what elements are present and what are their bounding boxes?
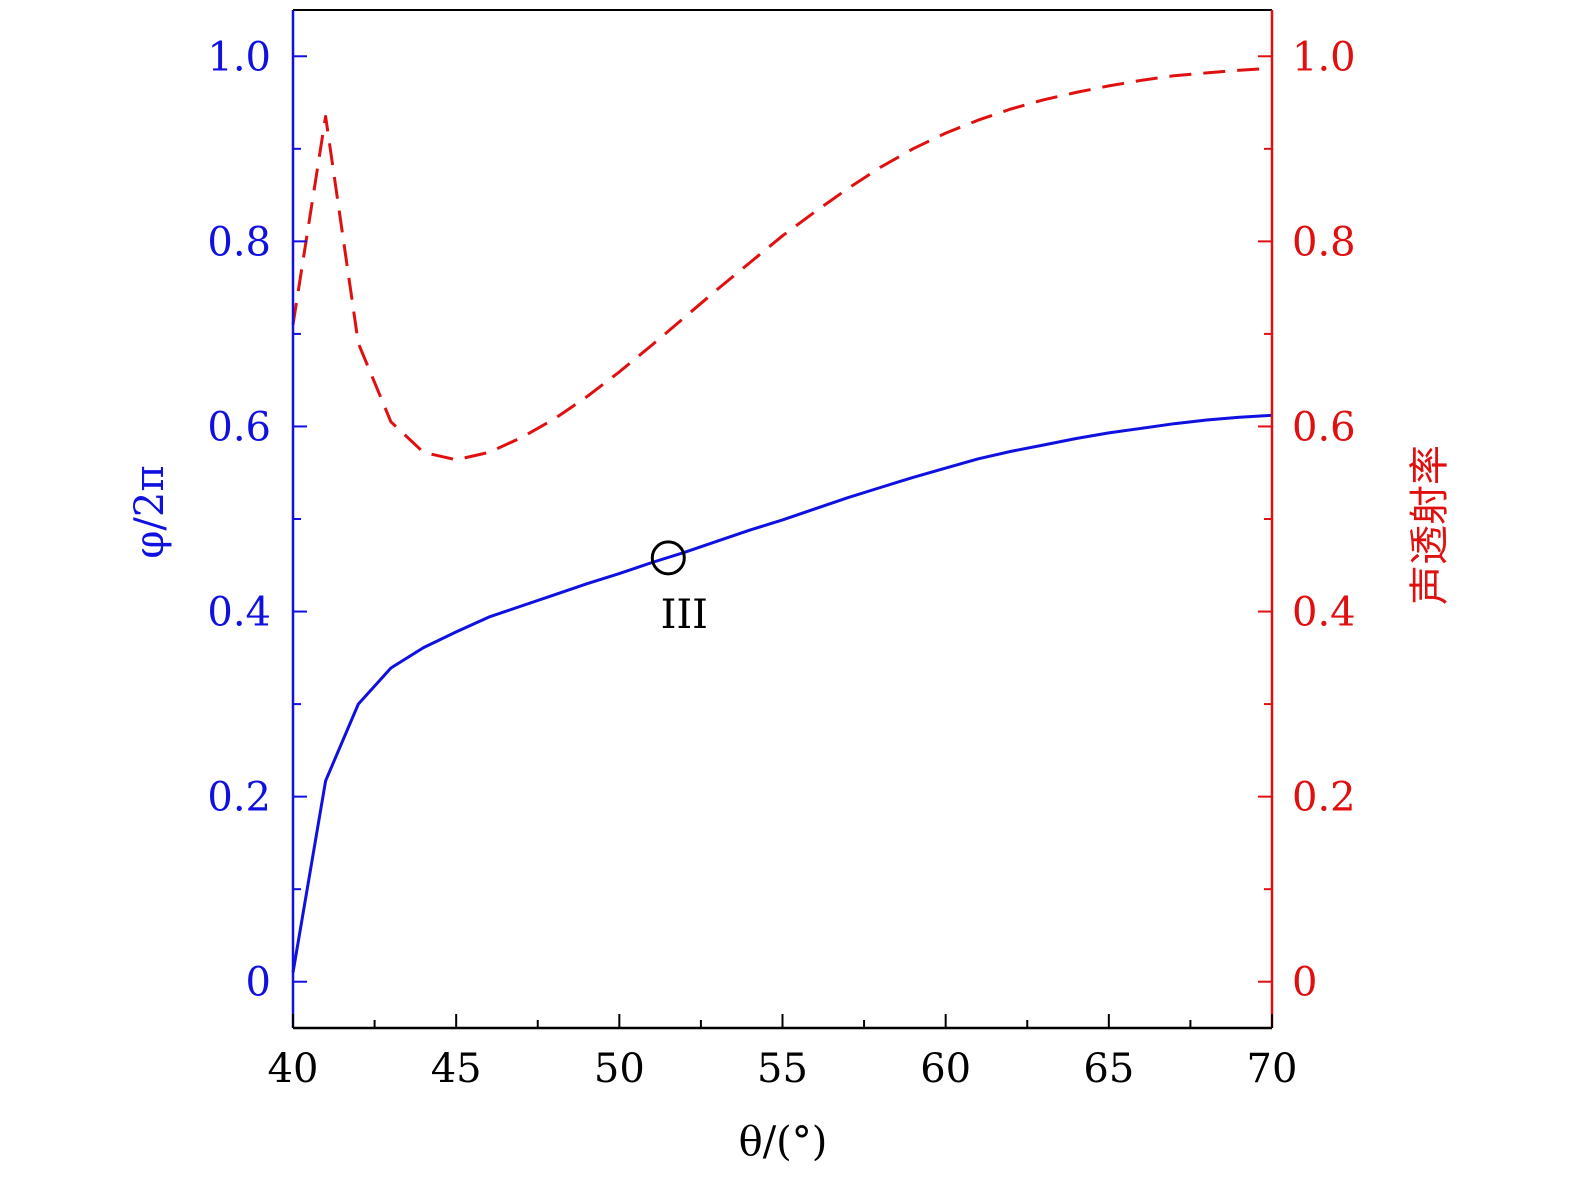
phase-series-line bbox=[291, 413, 1273, 973]
y-right-tick-label: 0.6 bbox=[1292, 404, 1356, 450]
y-right-tick-label: 0.2 bbox=[1292, 775, 1356, 821]
y-left-tick-label: 0.8 bbox=[207, 219, 271, 265]
y-right-tick-label: 0 bbox=[1292, 960, 1317, 1006]
labels-layer: 40 45 50 55 60 65 70 0 0.2 0.4 0.6 0.8 1.0 0 0.2 0.4 0.6… bbox=[207, 34, 1355, 1092]
y-right-axis-title: 声透射率 bbox=[1407, 445, 1453, 605]
axes-layer bbox=[291, 9, 1274, 1030]
x-tick-label: 55 bbox=[757, 1046, 808, 1092]
y-left-tick-label: 0.6 bbox=[207, 404, 271, 450]
y-right-tick-label: 0.4 bbox=[1292, 590, 1356, 636]
x-tick-label: 50 bbox=[594, 1046, 645, 1092]
y-right-tick-label: 0.8 bbox=[1292, 219, 1356, 265]
y-right-tick-label: 1.0 bbox=[1292, 34, 1356, 80]
minor-ticks bbox=[293, 147, 1272, 1028]
y-left-tick-label: 1.0 bbox=[207, 34, 271, 80]
x-tick-label: 65 bbox=[1083, 1046, 1134, 1092]
x-tick-label: 45 bbox=[431, 1046, 482, 1092]
transmission-series-line bbox=[291, 66, 1273, 462]
y-left-tick-label: 0.2 bbox=[207, 775, 271, 821]
y-left-tick-label: 0.4 bbox=[207, 590, 271, 636]
x-axis-title: θ/(°) bbox=[739, 1119, 828, 1165]
x-tick-label: 60 bbox=[920, 1046, 971, 1092]
annotation-label: III bbox=[661, 592, 708, 638]
annotation-circle-marker bbox=[650, 540, 686, 576]
y-left-axis-title: φ/2π bbox=[127, 465, 173, 558]
series-layer bbox=[291, 66, 1273, 973]
x-tick-label: 40 bbox=[268, 1046, 319, 1092]
y-left-tick-label: 0 bbox=[246, 960, 271, 1006]
x-tick-label: 70 bbox=[1247, 1046, 1298, 1092]
